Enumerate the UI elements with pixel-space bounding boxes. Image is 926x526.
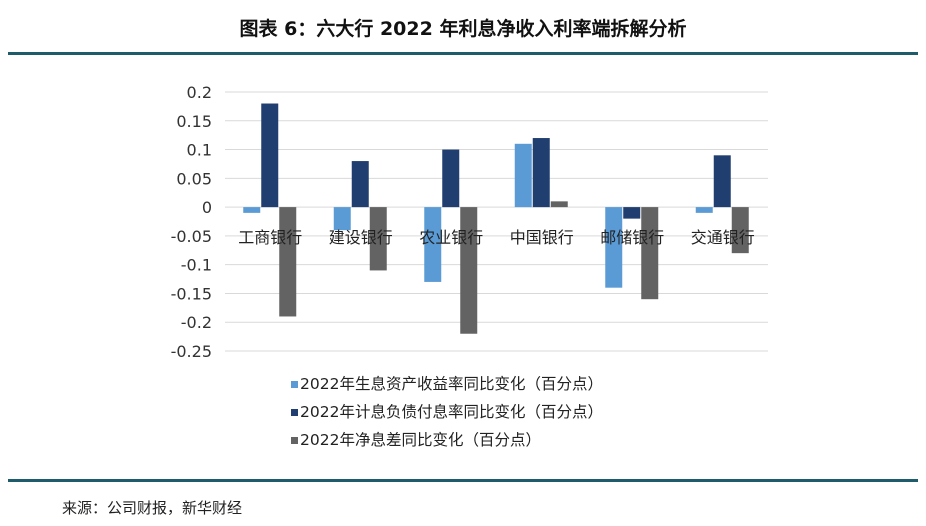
legend-label: 2022年生息资产收益率同比变化（百分点） [300,375,603,393]
top-divider [8,52,918,55]
bar [731,207,749,254]
bar [550,201,568,208]
legend-swatch [291,409,298,416]
y-tick-label: 0.2 [187,83,212,102]
bar [279,207,297,317]
legend-label: 2022年计息负债付息率同比变化（百分点） [300,403,603,421]
bar [514,143,532,208]
y-tick-label: -0.2 [181,313,212,332]
y-tick-label: -0.25 [171,342,212,361]
source-note: 来源：公司财报，新华财经 [62,499,243,517]
chart-title: 图表 6：六大行 2022 年利息净收入利率端拆解分析 [239,18,687,40]
bar [442,149,460,208]
bar [243,207,261,213]
x-tick-label: 交通银行 [691,228,755,247]
bar [623,207,641,219]
bar [424,207,442,282]
x-tick-label: 邮储银行 [600,228,664,247]
legend-label: 2022年净息差同比变化（百分点） [300,431,541,449]
y-tick-label: -0.15 [171,284,212,303]
bar [532,138,550,208]
x-tick-label: 建设银行 [329,228,393,247]
bar [605,207,623,288]
y-tick-label: 0.1 [187,141,212,160]
legend-swatch [291,381,298,388]
bar [261,103,279,208]
bar [713,155,731,208]
y-tick-label: 0 [202,198,212,217]
bar [460,207,478,334]
x-tick-label: 中国银行 [510,228,574,247]
y-tick-label: -0.05 [171,227,212,246]
bar [351,161,369,208]
x-tick-label: 农业银行 [419,228,483,247]
x-tick-label: 工商银行 [238,228,302,247]
bar [641,207,659,300]
y-tick-label: 0.15 [176,112,212,131]
bar [333,207,351,231]
y-tick-label: -0.1 [181,256,212,275]
bottom-divider [8,479,918,482]
legend-swatch [291,437,298,444]
bar [369,207,387,271]
y-tick-label: 0.05 [176,169,212,188]
bar [695,207,713,213]
